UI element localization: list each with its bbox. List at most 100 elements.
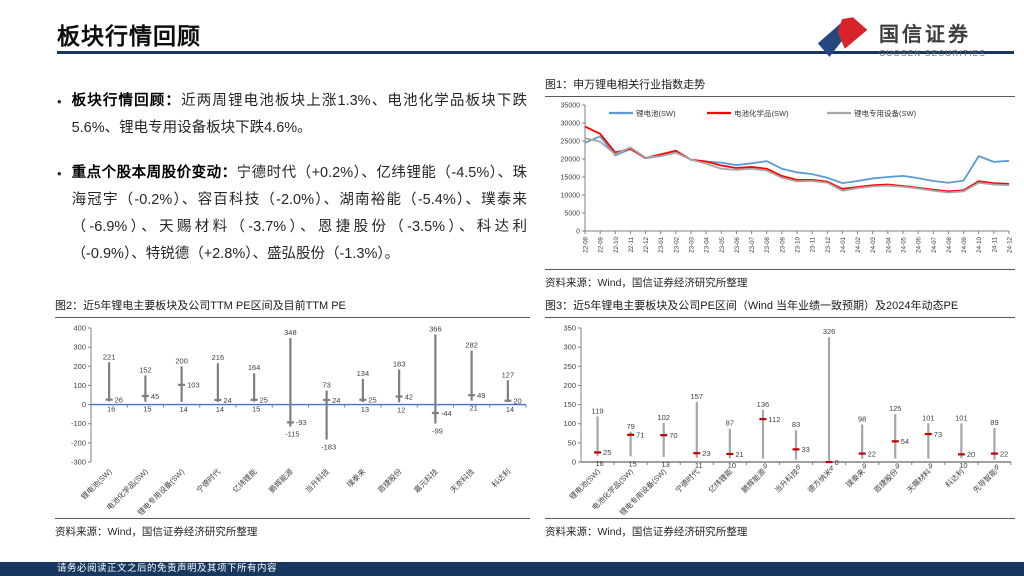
y-tick-label: 5000 (564, 211, 580, 218)
page-title: 板块行情回顾 (57, 23, 201, 49)
y-tick-label: 100 (73, 381, 86, 390)
bullet-stock-moves-text: 重点个股本周股价变动：宁德时代（+0.2%）、亿纬锂能（-4.5%）、珠海冠宇（… (72, 160, 527, 268)
category-label: 先导智能 (971, 466, 1000, 495)
y-tick-label: 200 (73, 362, 86, 371)
series-电池化学品(SW) (584, 125, 1010, 193)
footer-disclaimer-bar: 请务必阅读正文之后的免责声明及其项下所有内容 (0, 562, 1024, 576)
y-tick-label: 10000 (561, 193, 581, 200)
y-tick-label: 15000 (561, 175, 581, 182)
current-label: 22 (1000, 449, 1008, 458)
current-marker (594, 451, 602, 454)
category-label: 锂电池(SW) (567, 466, 602, 501)
current-label: -93 (296, 418, 307, 427)
max-label: 152 (139, 365, 152, 374)
x-tick-label: 22-09 (598, 236, 605, 252)
legend-label: 锂电池(SW) (636, 108, 676, 118)
figure2-source: 资料来源：Wind，国信证券经济研究所整理 (55, 518, 530, 539)
category-label: 鹏辉能源 (739, 466, 768, 495)
min-label: 6 (994, 463, 998, 472)
current-marker (250, 398, 258, 401)
x-tick-label: 23-01 (658, 236, 665, 252)
y-tick-label: 300 (73, 343, 86, 352)
current-label: 45 (151, 392, 159, 401)
max-label: 221 (103, 352, 116, 361)
x-tick-label: 23-05 (719, 236, 726, 252)
x-tick-label: 24-03 (870, 236, 877, 252)
min-label: 16 (107, 405, 115, 414)
y-tick-label: 100 (563, 419, 576, 428)
x-tick-label: 23-11 (810, 236, 817, 252)
max-label: 183 (393, 360, 406, 369)
current-marker (323, 398, 331, 402)
max-label: 348 (284, 328, 297, 337)
x-tick-label: 22-12 (643, 236, 650, 252)
y-tick-label: 50 (568, 438, 576, 447)
current-label: 24 (332, 396, 340, 405)
x-tick-label: 22-08 (583, 236, 590, 252)
y-tick-label: 0 (82, 400, 86, 409)
category-label: 恩捷股份 (375, 466, 404, 495)
category-label: 璞泰来 (344, 466, 367, 489)
max-label: 101 (922, 413, 935, 422)
series-锂电专用设备(SW) (584, 137, 1010, 194)
footer-disclaimer-text: 请务必阅读正文之后的免责声明及其项下所有内容 (57, 563, 278, 574)
min-label: 9 (895, 462, 899, 471)
max-label: 134 (357, 369, 370, 378)
figure2-title: 图2：近5年锂电主要板块及公司TTM PE区间及目前TTM PE (55, 297, 530, 318)
max-label: 119 (592, 406, 604, 415)
category-label: 恩捷股份 (871, 466, 900, 495)
category-label: 当升科技 (303, 466, 332, 495)
current-label: 70 (669, 431, 677, 440)
figure1-panel: 图1：申万锂电相关行业指数走势 0 5000 10000 15000 20000 2500… (545, 76, 1015, 290)
category-label: 亿纬锂能 (706, 466, 735, 495)
x-tick-label: 24-01 (840, 236, 847, 252)
min-label: -99 (432, 427, 443, 436)
current-marker (693, 452, 701, 455)
figure1-title: 图1：申万锂电相关行业指数走势 (545, 76, 1015, 97)
category-label: 天赐材料 (904, 466, 933, 495)
x-tick-label: 23-08 (764, 236, 771, 252)
min-label: 10 (728, 461, 736, 470)
bullet-dot: • (57, 94, 62, 109)
min-label: 15 (252, 405, 260, 414)
title-underline (57, 51, 1014, 54)
min-label: 9 (862, 462, 866, 471)
category-label: 锂电池(SW) (78, 466, 113, 501)
current-marker (990, 452, 998, 455)
x-tick-label: 23-06 (734, 236, 741, 252)
max-label: 87 (726, 419, 734, 428)
x-tick-label: 23-04 (704, 236, 711, 252)
current-marker (660, 434, 668, 437)
current-label: 54 (901, 437, 909, 446)
legend-label: 电池化学品(SW) (734, 108, 789, 118)
current-marker (924, 432, 932, 436)
figure1-source: 资料来源：Wind，国信证券经济研究所整理 (545, 269, 1015, 290)
bullet-text: 宁德时代（+0.2%）、亿纬锂能（-4.5%）、珠海冠宇（-0.2%）、容百科技… (71, 165, 527, 262)
max-label: 366 (429, 325, 442, 334)
current-marker (504, 399, 512, 402)
guosen-logo: 国信证券 GUOSEN SECURITIES (816, 16, 986, 60)
summary-bullets: • 板块行情回顾：近两周锂电池板块上涨1.3%、电池化学品板块下跌5.6%、锂电… (57, 88, 527, 286)
x-tick-label: 23-02 (673, 236, 680, 252)
category-label: 德方纳米 (805, 466, 834, 495)
max-label: 326 (823, 327, 836, 336)
legend-label: 锂电专用设备(SW) (854, 108, 917, 118)
figure3-title: 图3：近5年锂电主要板块及公司PE区间（Wind 当年业绩一致预期）及2024年… (545, 297, 1015, 318)
min-label: 13 (662, 460, 670, 469)
y-tick-label: 25000 (561, 139, 581, 146)
bullet-stock-moves: • 重点个股本周股价变动：宁德时代（+0.2%）、亿纬锂能（-4.5%）、珠海冠… (57, 160, 527, 268)
y-tick-label: 0 (576, 229, 580, 236)
max-label: 89 (990, 418, 998, 427)
y-tick-label: 400 (73, 324, 86, 333)
y-tick-label: 200 (563, 381, 576, 390)
current-marker (431, 411, 439, 415)
x-tick-label: 23-07 (749, 236, 756, 252)
current-label: 25 (368, 396, 376, 405)
category-label: 当升科技 (772, 466, 801, 495)
y-tick-label: 350 (563, 324, 576, 333)
current-marker (359, 398, 367, 401)
logo-name-cn: 国信证券 (878, 24, 971, 46)
current-label: 71 (636, 431, 644, 440)
min-label: 14 (506, 405, 514, 414)
x-tick-label: 24-08 (946, 236, 953, 252)
